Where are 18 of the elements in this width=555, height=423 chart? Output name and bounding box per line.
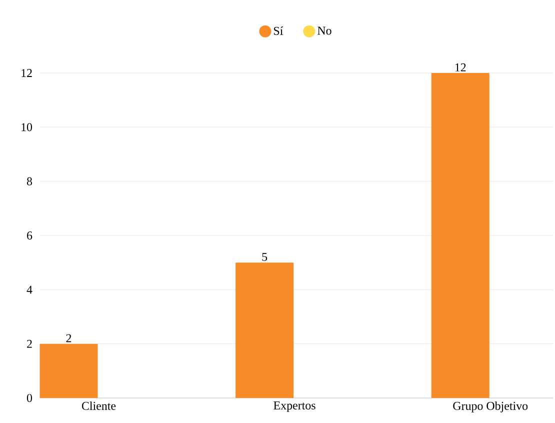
x-tick-label: Cliente: [82, 402, 116, 410]
data-label: 2: [66, 334, 72, 342]
y-tick-label: 6: [27, 231, 32, 240]
y-tick-label: 2: [27, 340, 32, 348]
y-tick-label: 12: [22, 69, 32, 77]
y-tick-label: 10: [22, 123, 32, 132]
y-tick-label: 4: [26, 286, 32, 294]
data-label: 12: [455, 63, 466, 72]
data-label: 5: [262, 252, 268, 261]
x-tick-label: Grupo Objetivo: [453, 402, 528, 412]
legend-label: No: [318, 26, 332, 35]
bar: [236, 262, 294, 398]
bar: [431, 72, 490, 398]
x-tick-label: Expertos: [274, 402, 316, 412]
y-tick-label: 8: [26, 177, 32, 186]
legend-label: Sí: [274, 26, 284, 35]
y-tick-label: 0: [26, 394, 32, 402]
bar: [40, 344, 98, 398]
